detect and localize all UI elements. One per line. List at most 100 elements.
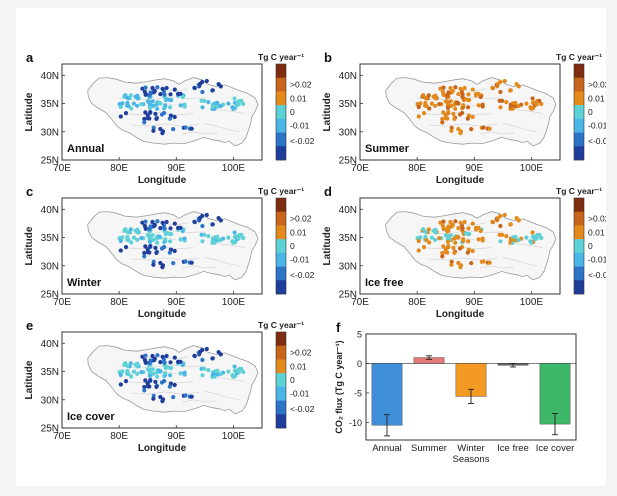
panel-season-label: Winter — [67, 277, 102, 289]
lake-site-point — [215, 368, 220, 373]
lake-site-point — [481, 259, 486, 264]
x-tick-label: 90E — [465, 163, 483, 174]
lake-site-point — [446, 224, 451, 229]
colorbar-title: Tg C year⁻¹ — [556, 186, 602, 196]
bar-category-label: Ice free — [497, 443, 529, 454]
basin-boundary — [417, 96, 503, 101]
lake-site-point — [241, 235, 246, 241]
y-tick-label: 40N — [41, 71, 59, 82]
lake-site-point — [183, 125, 188, 130]
lake-site-point — [123, 227, 128, 232]
lake-site-point — [143, 378, 148, 383]
lake-site-point — [172, 87, 177, 92]
lake-site-point — [478, 94, 483, 100]
lake-site-point — [160, 354, 165, 359]
lake-site-point — [183, 259, 188, 264]
colorbar-label: <-0.02 — [588, 270, 606, 280]
y-axis-label: Latitude — [24, 92, 35, 131]
lake-site-point — [167, 250, 172, 255]
colorbar-segment — [276, 146, 286, 161]
lake-site-point — [441, 85, 446, 90]
map-panel-icecover: 70E 80E 90E 100E 25N 30N 35N 40N Longitude Latitu… — [24, 318, 315, 454]
x-tick-label: 80E — [408, 297, 426, 308]
lake-site-point — [513, 234, 518, 239]
lake-site-point — [139, 370, 144, 375]
lake-site-point — [433, 103, 438, 108]
lake-site-point — [160, 129, 166, 134]
lake-site-point — [200, 373, 205, 378]
lake-site-point — [135, 93, 140, 98]
colorbar-segment — [574, 105, 584, 120]
lake-site-point — [476, 237, 481, 242]
colorbar-segment — [574, 198, 584, 213]
lake-site-point — [168, 105, 173, 110]
lake-site-point — [160, 86, 165, 91]
lake-site-point — [502, 78, 507, 84]
lake-site-point — [163, 103, 168, 108]
lake-site-point — [433, 227, 438, 232]
lake-site-point — [155, 106, 160, 111]
basin-boundary — [181, 399, 217, 403]
y-tick-label: 40N — [41, 205, 59, 216]
bar-y-tick-label: 0 — [357, 359, 362, 369]
lake-site-point — [126, 371, 131, 377]
lake-site-point — [490, 85, 495, 90]
colorbar-label: <-0.02 — [588, 136, 606, 146]
lake-site-point — [158, 260, 163, 266]
lake-site-point — [192, 85, 197, 90]
panel-letter: a — [26, 50, 34, 65]
lake-site-point — [445, 100, 451, 106]
lake-site-point — [441, 110, 446, 115]
lake-site-point — [498, 89, 503, 95]
colorbar-title: Tg C year⁻¹ — [258, 52, 304, 62]
lake-site-point — [508, 88, 513, 93]
colorbar-segment — [276, 118, 286, 133]
lake-site-point — [135, 361, 140, 366]
lake-site-point — [168, 373, 173, 378]
lake-site-point — [539, 101, 544, 107]
lake-site-point — [143, 226, 148, 231]
basin-boundary — [422, 112, 492, 116]
lake-site-point — [142, 250, 147, 256]
lake-site-point — [445, 105, 451, 110]
lake-site-point — [530, 230, 535, 235]
lake-site-point — [180, 94, 185, 100]
colorbar-segment — [276, 77, 286, 92]
lake-site-point — [449, 262, 454, 267]
colorbar-label: <-0.02 — [290, 404, 315, 414]
lake-site-point — [470, 221, 475, 226]
lake-site-point — [206, 234, 211, 239]
lake-site-point — [416, 238, 421, 244]
lake-site-point — [125, 229, 130, 235]
x-tick-label: 70E — [53, 431, 71, 442]
lake-site-point — [176, 91, 181, 96]
basin-boundary — [502, 123, 538, 133]
bar-y-tick-label: 5 — [357, 330, 362, 340]
lake-site-point — [148, 90, 153, 95]
lake-site-point — [189, 260, 194, 265]
map-panel-summer: 70E 80E 90E 100E 25N 30N 35N 40N Longitude Latitu… — [322, 50, 613, 186]
colorbar-label: >0.02 — [588, 80, 606, 90]
lake-site-point — [231, 106, 236, 111]
x-tick-label: 70E — [351, 163, 369, 174]
lake-site-point — [457, 246, 463, 251]
lake-site-point — [200, 357, 205, 363]
lake-site-point — [466, 105, 471, 110]
x-axis-label: Longitude — [138, 175, 187, 186]
lake-site-point — [231, 374, 236, 379]
x-axis-label: Longitude — [138, 443, 187, 454]
lake-site-point — [537, 232, 542, 237]
lake-site-point — [239, 98, 244, 103]
lake-site-point — [118, 248, 123, 253]
lake-site-point — [441, 244, 446, 249]
lake-site-point — [456, 92, 461, 97]
lake-site-point — [164, 85, 169, 91]
lake-site-point — [451, 111, 456, 116]
lake-site-point — [424, 103, 429, 109]
lake-site-point — [153, 245, 158, 250]
lake-site-point — [148, 378, 153, 383]
map-panels: 70E 80E 90E 100E 25N 30N 35N 40N Longitude Latitu… — [24, 50, 613, 454]
colorbar-title: Tg C year⁻¹ — [258, 186, 304, 196]
lake-site-point — [450, 223, 455, 229]
lake-site-point — [498, 79, 503, 85]
